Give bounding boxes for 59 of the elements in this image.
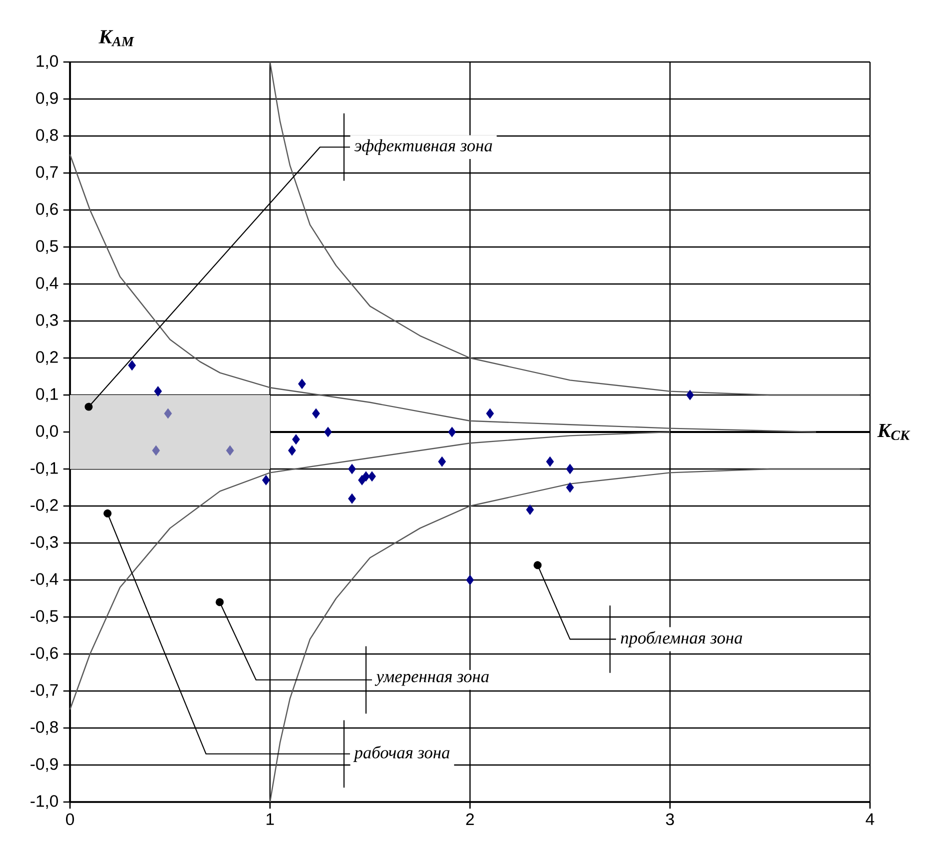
y-tick-label: -0,1 [30, 462, 58, 476]
point [566, 482, 574, 493]
y-tick-label: 0,2 [36, 351, 58, 365]
point [288, 445, 296, 456]
x-tick-label: 4 [866, 813, 874, 825]
annotation: эффективная зона [354, 139, 492, 155]
point [164, 408, 172, 419]
y-tick-label: 0,1 [36, 388, 58, 402]
y-tick-label: -0,9 [30, 758, 58, 772]
point [292, 434, 300, 444]
line-series [269, 468, 861, 803]
y-tick-label: 1,0 [36, 55, 58, 69]
x-tick-label: 3 [666, 813, 674, 826]
y-tick-label: -0,4 [30, 573, 58, 587]
point [226, 445, 234, 456]
y-tick-label: -0,5 [30, 610, 58, 624]
y-tick-label: -0,7 [30, 684, 58, 698]
point [486, 408, 494, 419]
y-axis-title: K$_{АМ}$ [98, 30, 134, 46]
y-tick-label: 0,7 [36, 166, 58, 180]
point [324, 426, 332, 438]
y-tick-label: -1,0 [30, 795, 58, 809]
point [566, 464, 574, 474]
point [298, 378, 306, 389]
point [348, 494, 356, 504]
point [546, 456, 554, 467]
point [128, 360, 136, 370]
point [448, 426, 456, 438]
point [154, 386, 162, 396]
point [348, 464, 356, 474]
point [526, 504, 534, 515]
y-tick-label: 0,0 [36, 425, 58, 439]
y-tick-label: 0,4 [36, 277, 58, 291]
point [686, 390, 694, 400]
point [152, 445, 160, 456]
point [362, 471, 370, 482]
point [262, 475, 270, 486]
point [312, 408, 320, 419]
point [368, 471, 376, 482]
y-tick-label: 0,8 [36, 129, 58, 143]
y-tick-label: 0,6 [36, 203, 58, 217]
annotation: умеренная зона [374, 674, 489, 686]
annotation: рабочая зона [353, 746, 450, 762]
y-tick-label: -0,2 [30, 499, 58, 513]
x-tick-label: 0 [66, 813, 74, 826]
x-tick-label: 1 [266, 813, 274, 825]
point [438, 456, 446, 467]
line-series [69, 154, 817, 433]
annotation: проблемная зона [620, 631, 742, 648]
y-tick-label: 0,9 [36, 92, 58, 106]
y-tick-label: -0,8 [30, 721, 58, 735]
x-axis-title: K$_{СК}$ [877, 424, 910, 440]
y-tick-label: -0,3 [30, 536, 58, 550]
y-tick-label: 0,3 [36, 314, 58, 328]
point [466, 574, 474, 586]
line-series [269, 61, 861, 396]
x-tick-label: 2 [466, 813, 474, 826]
y-tick-label: 0,5 [36, 240, 58, 254]
y-tick-label: -0,6 [30, 647, 58, 661]
